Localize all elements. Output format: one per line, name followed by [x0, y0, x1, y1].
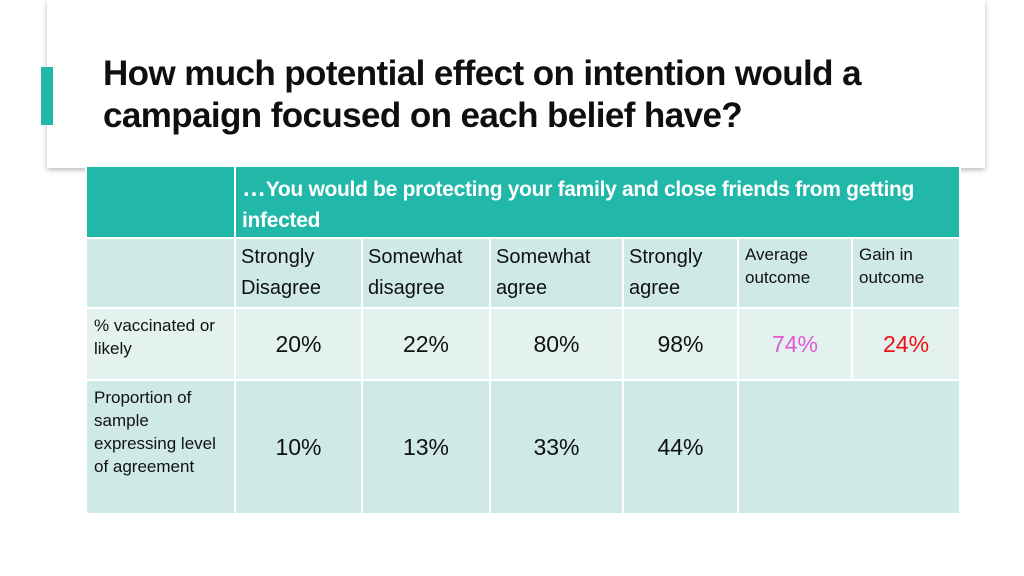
column-header-gain-in-outcome: Gain in outcome — [850, 237, 962, 309]
belief-header-cell: …You would be protecting your family and… — [233, 165, 962, 239]
row-label: Proportion of sample expressing level of… — [94, 388, 216, 476]
header-row: …You would be protecting your family and… — [85, 165, 962, 239]
column-header-line: outcome — [859, 268, 925, 287]
gain-in-outcome-value: 24% — [850, 307, 962, 381]
table-cell: 80% — [489, 307, 624, 381]
belief-statement: …You would be protecting your family and… — [236, 167, 959, 236]
table-cell: 22% — [361, 307, 491, 381]
table-cell: 20% — [234, 307, 363, 381]
column-header-line: outcome — [745, 268, 811, 287]
column-header-line: Disagree — [241, 277, 322, 299]
belief-text: You would be protecting your family and … — [242, 178, 915, 232]
table-cell: 10% — [234, 379, 363, 515]
table-cell: 44% — [622, 379, 739, 515]
column-header-somewhat-agree: Somewhat agree — [489, 237, 624, 309]
table-cell: 33% — [489, 379, 624, 515]
accent-bar — [41, 67, 53, 125]
column-header-strongly-agree: Strongly agree — [622, 237, 739, 309]
column-header-corner — [85, 237, 236, 309]
column-header-line: disagree — [368, 277, 445, 299]
results-table: …You would be protecting your family and… — [85, 165, 962, 515]
table-cell: 98% — [622, 307, 739, 381]
column-header-line: Somewhat — [368, 246, 463, 268]
row-label-cell: % vaccinated or likely — [85, 307, 236, 381]
column-header-row: Strongly Disagree Somewhat disagree Somewh… — [85, 237, 962, 309]
column-header-line: Average — [745, 245, 809, 264]
row-label: % vaccinated or likely — [94, 316, 215, 358]
average-outcome-value: 74% — [737, 307, 853, 381]
empty-merged-cell — [736, 379, 962, 515]
slide-title: How much potential effect on intention w… — [103, 54, 862, 135]
table-row: Proportion of sample expressing level of… — [85, 379, 962, 515]
table-row: % vaccinated or likely 20% 22% 80% 98% 7… — [85, 307, 962, 381]
column-header-line: Somewhat — [496, 246, 591, 268]
column-header-line: agree — [496, 277, 548, 299]
column-header-somewhat-disagree: Somewhat disagree — [361, 237, 491, 309]
column-header-average-outcome: Average outcome — [737, 237, 853, 309]
table-cell: 13% — [361, 379, 491, 515]
column-header-line: Strongly — [241, 246, 315, 268]
belief-ellipsis: … — [242, 175, 266, 202]
row-label-cell: Proportion of sample expressing level of… — [85, 379, 236, 515]
column-header-line: agree — [629, 277, 681, 299]
column-header-strongly-disagree: Strongly Disagree — [234, 237, 363, 309]
column-header-line: Strongly — [629, 246, 703, 268]
title-card — [47, 0, 985, 168]
header-corner-cell — [85, 165, 236, 239]
column-header-line: Gain in — [859, 245, 913, 264]
